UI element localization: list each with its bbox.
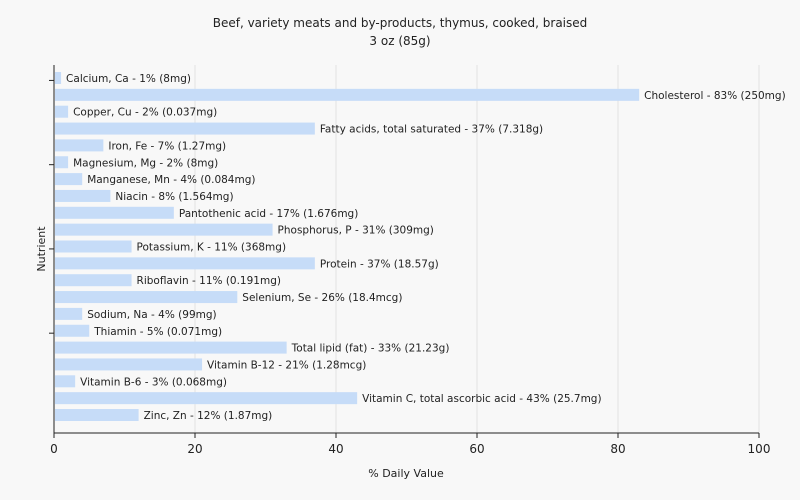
bar [55,189,111,202]
bar-label: Potassium, K - 11% (368mg) [137,242,287,254]
bar [55,409,139,421]
bar [55,274,132,287]
bar-label: Cholesterol - 83% (250mg) [644,90,786,102]
bar [55,206,174,219]
bar-label: Vitamin B-6 - 3% (0.068mg) [80,376,227,388]
bars [55,72,640,421]
bar-label: Thiamin - 5% (0.071mg) [93,326,222,338]
bar-label: Phosphorus, P - 31% (309mg) [278,225,434,237]
x-tick-label: 60 [469,442,484,456]
x-tick-label: 20 [187,442,202,456]
bar-label: Fatty acids, total saturated - 37% (7.31… [320,124,543,136]
bar [55,257,315,270]
bar [55,122,315,135]
bar [55,105,69,118]
x-tick-label: 40 [328,442,343,456]
bar [55,324,90,337]
bar [55,173,83,186]
bar [55,291,238,304]
bar [55,341,287,354]
bar-label: Niacin - 8% (1.564mg) [115,191,233,203]
bar [55,240,132,253]
bar [55,392,358,405]
bar-label: Riboflavin - 11% (0.191mg) [137,275,281,287]
chart-subtitle: 3 oz (85g) [369,34,430,48]
bar-label: Zinc, Zn - 12% (1.87mg) [144,410,273,422]
bar-label: Pantothenic acid - 17% (1.676mg) [179,208,358,220]
bar [55,307,83,320]
bar [55,223,273,236]
x-tick-label: 80 [610,442,625,456]
bar [55,156,69,169]
bar [55,358,203,371]
bar-label: Magnesium, Mg - 2% (8mg) [73,157,218,169]
bar [55,375,76,388]
bar-label: Vitamin C, total ascorbic acid - 43% (25… [362,393,601,405]
bar-label: Vitamin B-12 - 21% (1.28mcg) [207,359,366,371]
bar-label: Manganese, Mn - 4% (0.084mg) [87,174,255,186]
x-axis-label: % Daily Value [368,467,444,480]
bar-label: Copper, Cu - 2% (0.037mg) [73,107,217,119]
x-tick-label: 100 [748,442,771,456]
x-tick-label: 0 [50,442,58,456]
bar-label: Sodium, Na - 4% (99mg) [87,309,216,321]
bar-labels: Calcium, Ca - 1% (8mg) Cholesterol - 83% … [66,73,786,422]
grid [194,65,760,433]
bar-label: Iron, Fe - 7% (1.27mg) [108,140,226,152]
y-ticks [49,79,54,334]
bar-label: Total lipid (fat) - 33% (21.23g) [291,343,450,355]
bar [55,88,640,101]
bar [55,139,104,152]
bar-label: Protein - 37% (18.57g) [320,258,439,270]
bar-label: Selenium, Se - 26% (18.4mcg) [242,292,402,304]
chart-title: Beef, variety meats and by-products, thy… [213,16,588,30]
x-ticks: 0 20 40 60 80 100 [50,433,770,456]
bar [55,72,62,84]
y-axis-label: Nutrient [35,226,48,272]
bar-label: Calcium, Ca - 1% (8mg) [66,73,191,85]
